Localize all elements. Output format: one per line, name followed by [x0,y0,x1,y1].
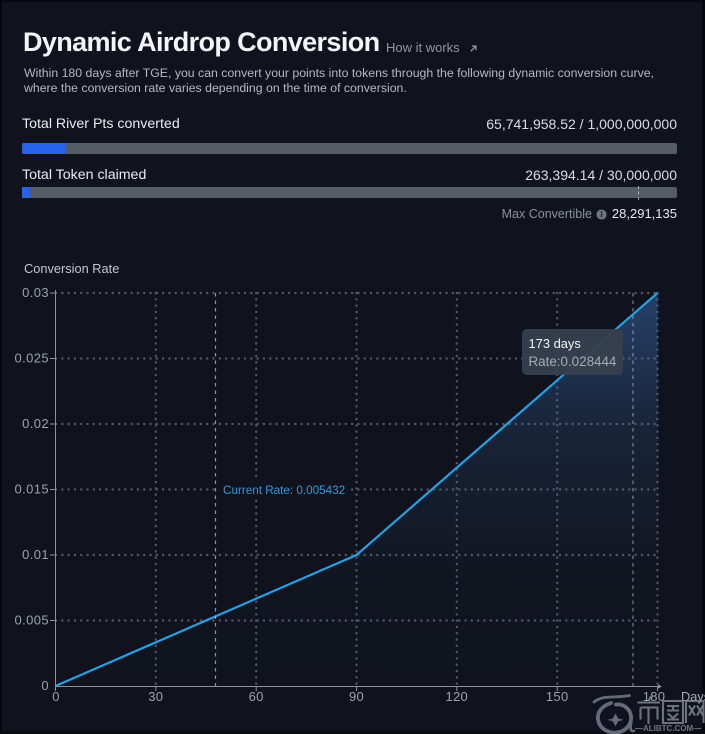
svg-text:0.005: 0.005 [14,613,49,628]
svg-text:0.015: 0.015 [14,482,49,497]
svg-text:0: 0 [41,678,49,693]
svg-text:0: 0 [52,689,60,704]
svg-text:0.01: 0.01 [22,547,49,562]
svg-text:90: 90 [349,689,364,704]
svg-text:0.025: 0.025 [14,351,49,366]
svg-text:Rate:0.028444: Rate:0.028444 [529,354,617,369]
svg-text:Conversion Rate: Conversion Rate [24,261,119,276]
svg-text:120: 120 [446,689,469,704]
svg-text:30: 30 [148,689,163,704]
svg-text:—ALIBTC.COM—: —ALIBTC.COM— [635,724,701,733]
svg-text:0.03: 0.03 [22,285,49,300]
svg-text:150: 150 [546,689,569,704]
svg-text:173 days: 173 days [529,336,581,351]
svg-text:Current Rate: 0.005432: Current Rate: 0.005432 [223,484,345,497]
svg-text:60: 60 [249,689,264,704]
svg-text:0.02: 0.02 [22,416,49,431]
